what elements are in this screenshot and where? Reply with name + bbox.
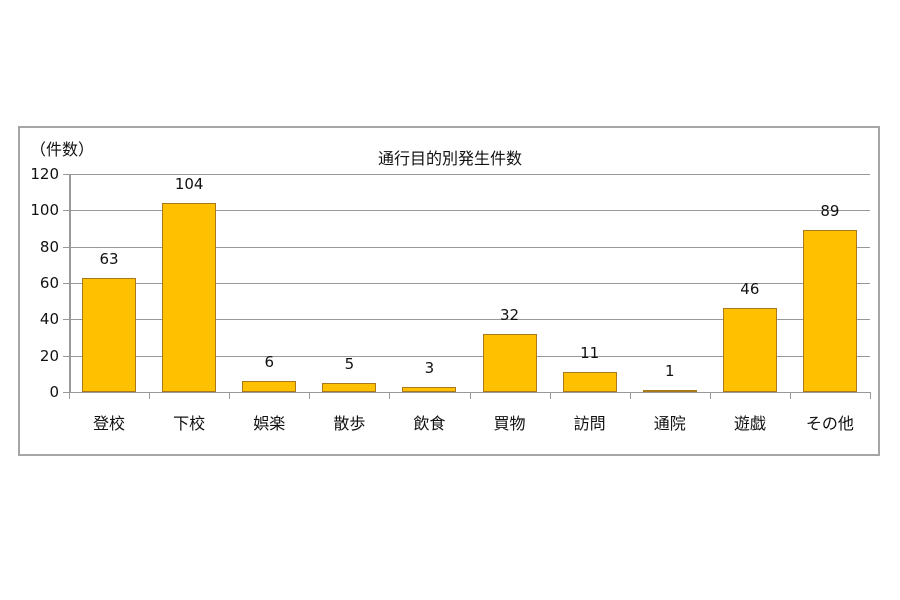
bar-5 [482, 333, 537, 392]
data-label: 89 [820, 202, 840, 221]
data-label: 1 [664, 362, 675, 380]
chart-frame [18, 126, 880, 456]
bar-6 [562, 372, 617, 392]
x-tick-label: 通院 [653, 414, 686, 433]
data-label: 104 [174, 175, 204, 194]
gridline [63, 246, 870, 248]
gridline [63, 355, 870, 357]
bar-0 [82, 277, 137, 392]
bar-9 [802, 230, 857, 392]
gridline [63, 283, 870, 284]
x-tick [629, 392, 631, 399]
bar-7 [642, 390, 697, 392]
y-tick-label: 20 [39, 346, 59, 365]
x-tick [389, 392, 391, 399]
data-label: 63 [99, 249, 119, 268]
gridline [63, 210, 870, 212]
bar-2 [242, 381, 297, 392]
x-tick [789, 392, 791, 399]
x-tick-label: 買物 [493, 414, 526, 433]
x-tick-label: 飲食 [413, 414, 446, 433]
data-label: 32 [500, 305, 520, 324]
x-tick [870, 392, 871, 399]
bar-1 [162, 203, 217, 392]
y-tick-label: 100 [30, 201, 59, 220]
y-tick-label: 60 [39, 274, 59, 292]
bar-8 [722, 308, 777, 392]
y-tick-label: 0 [49, 383, 59, 401]
data-label: 46 [740, 280, 760, 299]
gridline [63, 174, 870, 175]
bar-4 [402, 386, 457, 392]
data-label: 11 [580, 344, 600, 363]
x-tick [709, 392, 711, 399]
y-tick-label: 40 [39, 310, 59, 329]
x-tick [149, 392, 151, 399]
chart-title: 通行目的別発生件数 [377, 149, 522, 168]
y-tick-label: 80 [39, 237, 59, 256]
x-tick-label: 下校 [173, 414, 206, 433]
bar-3 [322, 382, 377, 392]
x-tick-label: 娯楽 [253, 414, 286, 433]
gridline [63, 319, 870, 321]
x-tick-label: その他 [805, 414, 854, 433]
data-label: 6 [264, 353, 275, 372]
plot-area: 0 20 40 60 80 100 120 63 104 6 5 3 32 11 1 46 89 [30, 165, 871, 401]
data-label: 3 [424, 358, 435, 377]
data-label: 5 [344, 354, 355, 373]
x-tick-label: 散歩 [333, 414, 366, 433]
x-tick [469, 392, 471, 399]
x-tick [229, 392, 231, 399]
y-axis-unit-label: （件数） [30, 140, 95, 159]
x-tick [549, 392, 551, 399]
x-tick-label: 登校 [93, 414, 126, 433]
y-tick-label: 120 [30, 165, 59, 183]
x-tick-label: 訪問 [573, 414, 606, 433]
x-tick-label: 遊戯 [733, 414, 766, 433]
x-tick [309, 392, 311, 399]
gridline [63, 392, 870, 393]
x-tick [69, 392, 70, 399]
